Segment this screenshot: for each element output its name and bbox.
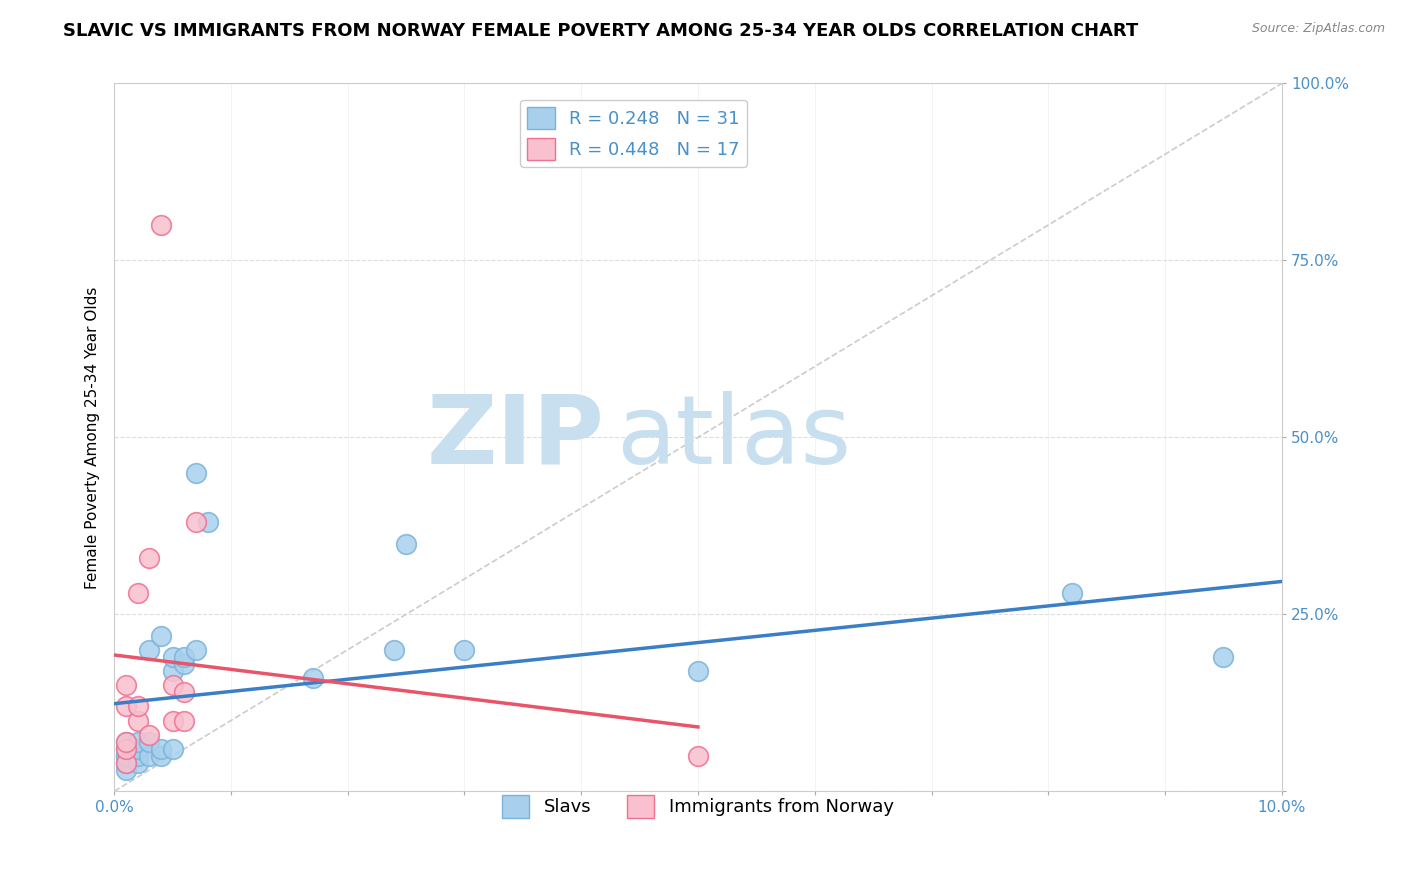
Point <box>149 629 172 643</box>
Point <box>115 741 138 756</box>
Text: SLAVIC VS IMMIGRANTS FROM NORWAY FEMALE POVERTY AMONG 25-34 YEAR OLDS CORRELATIO: SLAVIC VS IMMIGRANTS FROM NORWAY FEMALE … <box>63 22 1139 40</box>
Point <box>149 741 172 756</box>
Point <box>162 678 184 692</box>
Point <box>115 699 138 714</box>
Point <box>127 714 149 728</box>
Point <box>395 536 418 550</box>
Point <box>162 664 184 678</box>
Point <box>453 642 475 657</box>
Point <box>686 748 709 763</box>
Point <box>173 657 195 671</box>
Point <box>127 748 149 763</box>
Y-axis label: Female Poverty Among 25-34 Year Olds: Female Poverty Among 25-34 Year Olds <box>86 286 100 589</box>
Point <box>149 218 172 232</box>
Point <box>115 741 138 756</box>
Point <box>162 714 184 728</box>
Point <box>115 735 138 749</box>
Text: ZIP: ZIP <box>426 391 605 483</box>
Point <box>127 756 149 770</box>
Point <box>138 728 160 742</box>
Point <box>686 664 709 678</box>
Text: Source: ZipAtlas.com: Source: ZipAtlas.com <box>1251 22 1385 36</box>
Point <box>115 748 138 763</box>
Point <box>1212 649 1234 664</box>
Point <box>127 699 149 714</box>
Point <box>149 748 172 763</box>
Point <box>138 550 160 565</box>
Point <box>115 756 138 770</box>
Point <box>127 741 149 756</box>
Point <box>173 649 195 664</box>
Point <box>384 642 406 657</box>
Point <box>115 756 138 770</box>
Point <box>184 466 207 480</box>
Point <box>184 516 207 530</box>
Point <box>138 735 160 749</box>
Text: atlas: atlas <box>616 391 852 483</box>
Point <box>115 748 138 763</box>
Point <box>162 649 184 664</box>
Point <box>115 763 138 777</box>
Point <box>138 748 160 763</box>
Point <box>184 642 207 657</box>
Point <box>138 642 160 657</box>
Point <box>115 678 138 692</box>
Point <box>301 671 323 685</box>
Point <box>173 714 195 728</box>
Point <box>173 685 195 699</box>
Point <box>115 735 138 749</box>
Point <box>197 516 219 530</box>
Point <box>1060 586 1083 600</box>
Point <box>127 586 149 600</box>
Legend: Slavs, Immigrants from Norway: Slavs, Immigrants from Norway <box>495 789 901 825</box>
Point <box>127 735 149 749</box>
Point <box>162 741 184 756</box>
